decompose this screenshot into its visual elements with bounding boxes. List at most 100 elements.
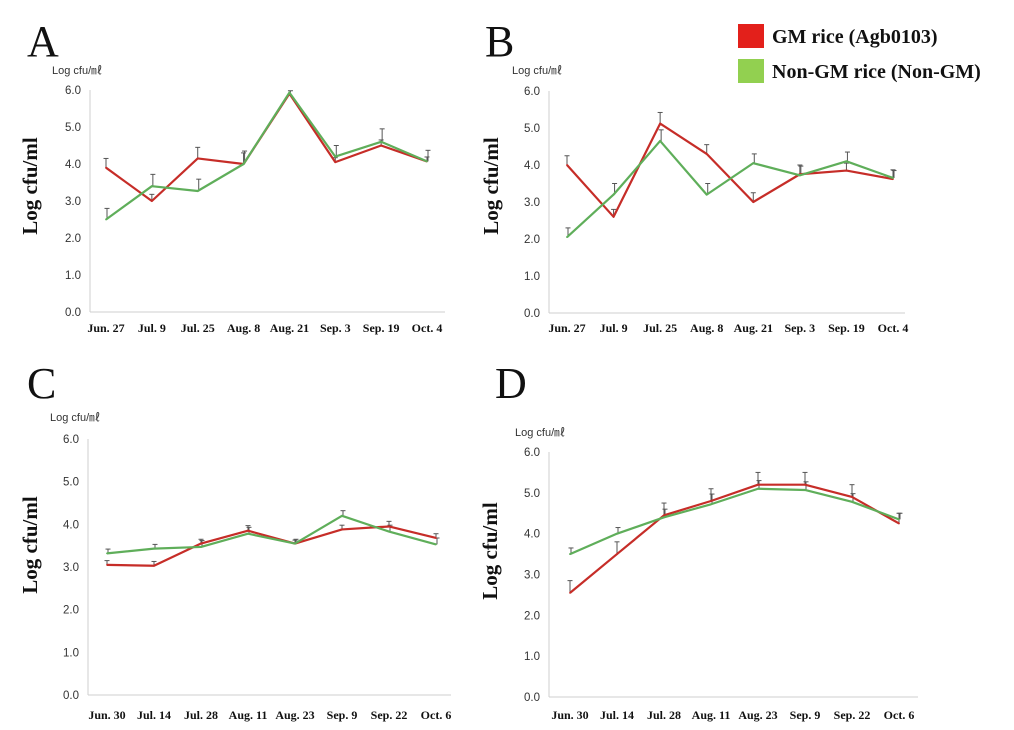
series-line-gm [105, 92, 428, 203]
y-tick-label: 2.0 [63, 605, 79, 617]
x-tick-label: Sep. 22 [371, 708, 408, 722]
data-point-gm [851, 496, 853, 498]
series-line-nongm [569, 487, 900, 556]
plot-area-c: 0.0 1.0 2.0 3.0 4.0 5.0 6.0 Jun. 30 Jul. 14 Jul. … [63, 434, 451, 722]
y-axis-label-d: Log cfu/ml [478, 502, 502, 600]
x-tick-label: Aug. 23 [275, 708, 314, 722]
unit-label-c: Log cfu/㎖ [50, 411, 100, 424]
y-tick-label: 4.0 [524, 160, 540, 172]
y-tick-label: 0.0 [63, 690, 79, 702]
y-tick-label: 6.0 [524, 86, 540, 98]
data-point-nongm [663, 516, 665, 519]
x-tick-label: Jul. 25 [181, 321, 215, 335]
panel-d: D Log cfu/㎖ Log cfu/ml 0.0 1.0 2.0 3.0 4.0 5.… [478, 359, 918, 722]
data-point-gm [341, 528, 343, 531]
series-line-nongm [106, 514, 437, 555]
data-point-gm [612, 215, 615, 218]
y-axis-label-c: Log cfu/ml [18, 496, 42, 594]
y-axis-label-a: Log cfu/ml [18, 137, 42, 235]
y-tick-label: 3.0 [524, 197, 540, 209]
x-tick-label: Oct. 4 [878, 321, 909, 335]
data-point-gm [200, 542, 202, 545]
data-point-gm [380, 144, 383, 147]
x-tick-label: Aug. 11 [692, 708, 731, 722]
panel-letter-a: A [27, 17, 59, 66]
y-axis-label-b: Log cfu/ml [479, 137, 503, 235]
y-tick-label: 4.0 [65, 159, 81, 171]
legend-label-gm: GM rice (Agb0103) [772, 26, 938, 48]
x-tick-label: Oct. 6 [421, 708, 452, 722]
data-point-nongm [710, 503, 712, 506]
x-tick-label: Jul. 14 [600, 708, 634, 722]
y-tick-label: 6.0 [65, 85, 81, 97]
x-tick-label: Aug. 21 [734, 321, 773, 335]
y-tick-label: 3.0 [65, 196, 81, 208]
data-point-nongm [388, 530, 390, 533]
data-point-gm [150, 200, 153, 202]
data-point-nongm [334, 155, 337, 158]
x-tick-label: Aug. 21 [270, 321, 309, 335]
y-tick-label: 0.0 [65, 307, 81, 319]
data-point-gm [705, 153, 708, 155]
legend-label-nongm: Non-GM rice (Non-GM) [772, 61, 981, 83]
data-point-gm [566, 164, 568, 166]
series-line-nongm [105, 91, 428, 221]
series-line-nongm [566, 139, 894, 238]
data-point-nongm [196, 190, 199, 192]
panel-letter-b: B [485, 17, 514, 66]
x-tick-label: Jun. 30 [551, 708, 588, 722]
y-tick-label: 3.0 [524, 570, 540, 582]
data-point-nongm [435, 543, 437, 546]
data-point-gm [247, 529, 249, 532]
y-tick-label: 1.0 [524, 271, 540, 283]
data-point-nongm [798, 174, 801, 177]
data-point-nongm [294, 542, 296, 545]
x-tick-label: Oct. 4 [412, 321, 443, 335]
data-point-nongm [898, 518, 900, 521]
data-point-nongm [569, 553, 571, 555]
plot-area-b: 0.0 1.0 2.0 3.0 4.0 5.0 6.0 Jun. 27 Jul. 9 Jul. 2… [524, 86, 908, 335]
panel-a: A Log cfu/㎖ Log cfu/ml 0.0 1.0 2.0 3.0 4.0 5.… [18, 17, 445, 335]
y-tick-label: 4.0 [524, 529, 540, 541]
series-line-gm [569, 483, 900, 594]
data-point-gm [435, 537, 437, 539]
series-line-gm [106, 525, 437, 567]
x-tick-label: Jul. 25 [643, 321, 677, 335]
x-tick-label: Jul. 28 [184, 708, 218, 722]
x-tick-label: Sep. 9 [790, 708, 821, 722]
panel-letter-c: C [27, 359, 56, 408]
data-point-gm [105, 166, 107, 169]
x-tick-label: Jun. 30 [88, 708, 125, 722]
x-tick-label: Aug. 8 [227, 321, 260, 335]
data-point-nongm [242, 163, 245, 165]
data-point-nongm [705, 193, 708, 196]
x-tick-label: Aug. 23 [738, 708, 777, 722]
x-tick-label: Sep. 22 [834, 708, 871, 722]
y-tick-label: 2.0 [524, 610, 540, 622]
x-tick-label: Sep. 3 [320, 321, 351, 335]
y-tick-label: 5.0 [65, 122, 81, 134]
data-point-nongm [150, 185, 153, 188]
y-tick-label: 1.0 [65, 270, 81, 282]
data-point-nongm [612, 193, 615, 196]
x-tick-label: Jun. 27 [87, 321, 124, 335]
panel-b: B Log cfu/㎖ Log cfu/ml 0.0 1.0 2.0 3.0 4.0 5.… [479, 17, 908, 335]
x-tick-label: Aug. 8 [690, 321, 723, 335]
data-point-nongm [247, 532, 249, 535]
x-tick-label: Sep. 19 [363, 321, 400, 335]
data-point-nongm [757, 487, 759, 490]
y-tick-label: 1.0 [63, 647, 79, 659]
y-tick-label: 2.0 [524, 234, 540, 246]
data-point-nongm [845, 160, 848, 163]
series-line-gm [566, 122, 894, 218]
data-point-gm [569, 591, 571, 594]
y-tick-label: 5.0 [524, 123, 540, 135]
data-point-gm [845, 169, 848, 172]
x-tick-label: Jul. 28 [647, 708, 681, 722]
data-point-nongm [106, 552, 108, 555]
x-tick-label: Sep. 19 [828, 321, 865, 335]
y-tick-label: 6.0 [524, 447, 540, 459]
y-tick-label: 4.0 [63, 519, 79, 531]
x-tick-label: Sep. 9 [327, 708, 358, 722]
